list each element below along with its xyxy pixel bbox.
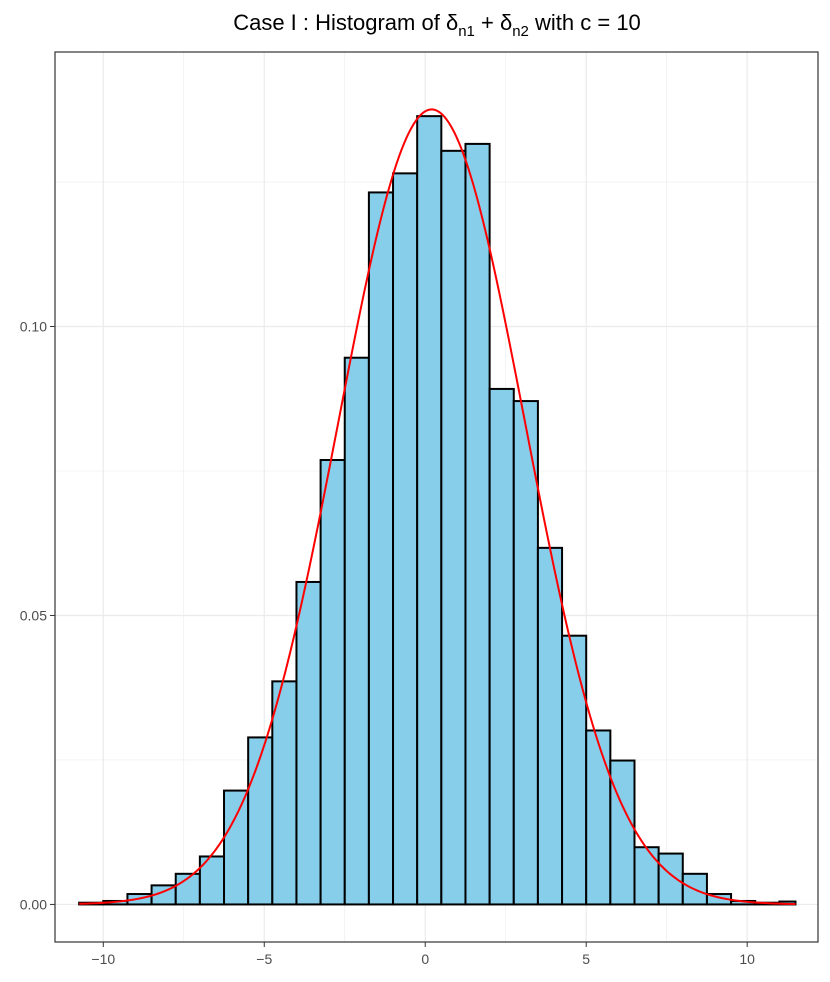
histogram-bar xyxy=(609,759,636,906)
x-tick-label: −10 xyxy=(91,951,115,967)
histogram-bar xyxy=(585,729,612,906)
y-tick-label: 0.05 xyxy=(20,607,47,623)
title-plus: + xyxy=(475,10,500,35)
title-delta-1: δ xyxy=(446,10,458,35)
histogram-bars xyxy=(78,115,797,906)
title-subscript-2: n2 xyxy=(512,23,529,40)
histogram-bar xyxy=(247,736,274,906)
x-tick-label: 10 xyxy=(739,951,755,967)
x-tick-label: 5 xyxy=(582,951,590,967)
histogram-bar xyxy=(295,580,322,906)
histogram-bar xyxy=(657,852,684,906)
plot-panel-border xyxy=(54,51,819,943)
y-tick-label: 0.00 xyxy=(20,896,47,912)
histogram-bar xyxy=(512,400,539,906)
title-suffix: with c = 10 xyxy=(529,10,641,35)
title-subscript-1: n1 xyxy=(458,23,475,40)
axis-ticks: −10 −5 0 5 10 0.00 0.05 0.10 xyxy=(20,319,755,967)
histogram-bar xyxy=(416,115,443,906)
histogram-bar xyxy=(488,387,515,906)
x-tick-label: −5 xyxy=(256,951,272,967)
title-delta-2: δ xyxy=(500,10,512,35)
normal-density-curve xyxy=(79,108,796,906)
histogram-bar xyxy=(440,149,467,906)
histogram-bar xyxy=(464,142,491,906)
chart-title: Case I : Histogram of δn1 + δn2 with c =… xyxy=(233,10,641,40)
histogram-bar xyxy=(392,172,419,906)
histogram-bar xyxy=(271,680,298,906)
histogram-bar xyxy=(633,846,660,906)
title-prefix: Case I : Histogram of xyxy=(233,10,446,35)
histogram-bar xyxy=(561,634,588,906)
histogram-bar xyxy=(343,356,370,906)
density-curve-layer xyxy=(79,108,796,906)
histogram-bar xyxy=(223,789,250,906)
histogram-bar xyxy=(319,459,346,906)
histogram-bar xyxy=(367,191,395,906)
y-tick-label: 0.10 xyxy=(20,319,47,335)
histogram-bar xyxy=(536,546,564,906)
x-tick-label: 0 xyxy=(421,951,429,967)
